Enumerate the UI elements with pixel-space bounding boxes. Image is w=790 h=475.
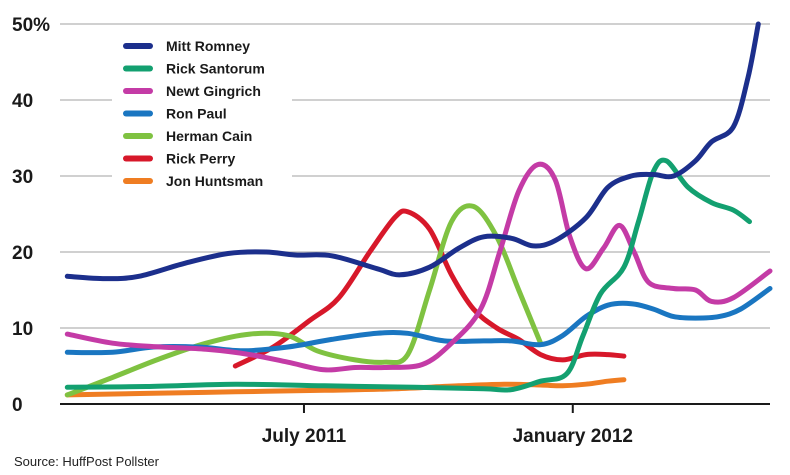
series-lines [64, 21, 773, 398]
y-tick-label: 40 [12, 91, 33, 112]
series-line-rick-perry [232, 208, 627, 369]
legend-label: Rick Perry [166, 151, 235, 167]
legend-label: Ron Paul [166, 106, 227, 122]
x-axis: July 2011 January 2012 [60, 403, 770, 447]
legend-label: Rick Santorum [166, 61, 265, 77]
y-axis: 0 10 20 30 40 50% [12, 15, 50, 416]
x-tick-label: July 2011 [262, 426, 347, 447]
x-tick-label: January 2012 [513, 426, 633, 447]
legend-label: Herman Cain [166, 128, 252, 144]
legend-label: Mitt Romney [166, 38, 250, 54]
legend-label: Jon Huntsman [166, 173, 263, 189]
series-line-rick-santorum [64, 157, 752, 393]
y-tick-label: 0 [12, 395, 23, 416]
y-tick-label: 30 [12, 167, 33, 188]
y-tick-label: 50% [12, 15, 50, 36]
legend: Mitt Romney Rick Santorum Newt Gingrich Ron… [112, 34, 292, 196]
series-line-jon-huntsman [64, 377, 627, 398]
series-line-newt-gingrich [64, 161, 773, 373]
y-tick-label: 10 [12, 319, 33, 340]
series-line-mitt-romney [64, 21, 761, 282]
y-tick-label: 20 [12, 243, 33, 264]
legend-label: Newt Gingrich [166, 83, 261, 99]
source-note: Source: HuffPost Pollster [14, 454, 159, 469]
